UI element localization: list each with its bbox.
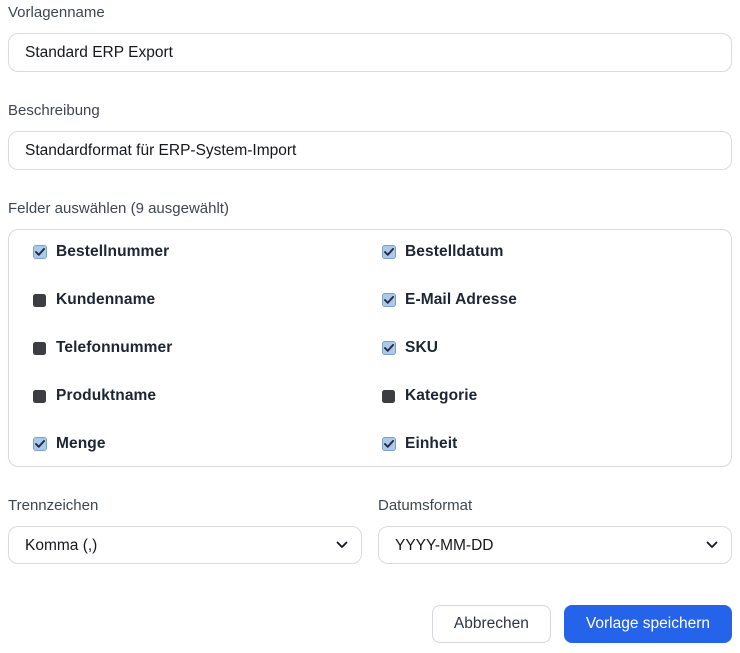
save-template-button[interactable]: Vorlage speichern [563,605,732,643]
checkbox-unchecked-icon[interactable] [382,389,395,403]
template-name-input[interactable] [8,33,732,72]
field-checkbox-label: Menge [56,435,106,452]
description-input[interactable] [8,131,732,170]
field-checkbox-label: Kundenname [56,291,156,308]
separator-label: Trennzeichen [8,497,99,514]
checkbox-checked-icon[interactable] [382,293,396,307]
template-form: Vorlagenname Beschreibung Felder auswähl… [8,4,732,643]
field-checkbox-label: Einheit [405,435,458,452]
date-format-label: Datumsformat [378,497,473,514]
field-checkbox-label: Produktname [56,387,157,404]
separator-group: Trennzeichen Komma (,) [8,497,362,564]
date-format-group: Datumsformat YYYY-MM-DD [378,497,732,564]
field-checkbox-label: Kategorie [405,387,478,404]
field-checkbox-item[interactable]: Telefonnummer [33,336,382,360]
cancel-button[interactable]: Abbrechen [431,605,551,643]
template-name-group: Vorlagenname [8,4,732,72]
field-checkbox-item[interactable]: Menge [33,432,382,456]
field-checkbox-item[interactable]: Kundenname [33,288,382,312]
field-checkbox-item[interactable]: Einheit [382,432,731,456]
checkbox-checked-icon[interactable] [382,341,396,355]
field-checkbox-label: Bestellnummer [56,243,170,260]
form-actions: Abbrechen Vorlage speichern [8,605,732,643]
checkbox-unchecked-icon[interactable] [33,293,46,307]
checkbox-checked-icon[interactable] [33,437,47,451]
field-checkbox-item[interactable]: Kategorie [382,384,731,408]
checkbox-checked-icon[interactable] [33,245,47,259]
field-checkbox-label: Telefonnummer [56,339,173,356]
field-checkbox-label: E-Mail Adresse [405,291,517,308]
fields-grid: Bestellnummer Bestelldatum Kundenname E-Mai… [8,229,732,467]
field-checkbox-item[interactable]: Bestelldatum [382,240,731,264]
field-checkbox-item[interactable]: SKU [382,336,731,360]
checkbox-unchecked-icon[interactable] [33,341,46,355]
date-format-select[interactable]: YYYY-MM-DD [378,526,732,564]
checkbox-checked-icon[interactable] [382,245,396,259]
field-checkbox-label: SKU [405,339,439,356]
template-name-label: Vorlagenname [8,4,105,21]
checkbox-checked-icon[interactable] [382,437,396,451]
fields-section-label: Felder auswählen (9 ausgewählt) [8,200,229,217]
description-label: Beschreibung [8,102,100,119]
description-group: Beschreibung [8,102,732,170]
field-checkbox-label: Bestelldatum [405,243,504,260]
checkbox-unchecked-icon[interactable] [33,389,46,403]
format-options-row: Trennzeichen Komma (,) Datumsformat YYYY… [8,497,732,564]
separator-select[interactable]: Komma (,) [8,526,362,564]
fields-section: Felder auswählen (9 ausgewählt) Bestelln… [8,200,732,467]
field-checkbox-item[interactable]: E-Mail Adresse [382,288,731,312]
field-checkbox-item[interactable]: Produktname [33,384,382,408]
field-checkbox-item[interactable]: Bestellnummer [33,240,382,264]
